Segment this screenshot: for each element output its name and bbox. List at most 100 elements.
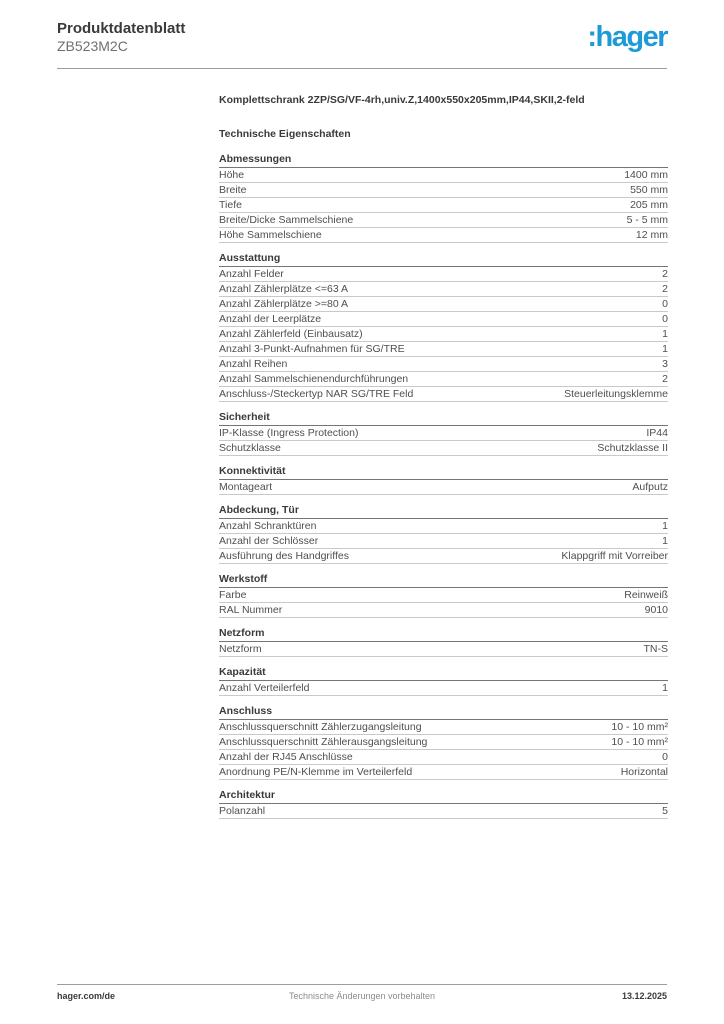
property-value: 2 xyxy=(662,282,668,295)
footer-notice: Technische Änderungen vorbehalten xyxy=(288,991,436,1001)
property-row: Anzahl der Leerplätze 0 xyxy=(219,312,668,327)
hager-logo: :hager xyxy=(587,21,668,53)
property-row: Breite/Dicke Sammelschiene 5 - 5 mm xyxy=(219,213,668,228)
property-row: Höhe Sammelschiene 12 mm xyxy=(219,228,668,243)
section-title: Anschluss xyxy=(219,706,668,720)
section-title: Konnektivität xyxy=(219,466,668,480)
property-label: Ausführung des Handgriffes xyxy=(219,549,349,562)
property-label: Anschlussquerschnitt Zählerausgangsleitu… xyxy=(219,735,428,748)
property-row: IP-Klasse (Ingress Protection) IP44 xyxy=(219,426,668,441)
property-row: Anzahl Felder 2 xyxy=(219,267,668,282)
property-label: Polanzahl xyxy=(219,804,266,817)
property-section: Sicherheit IP-Klasse (Ingress Protection)… xyxy=(219,412,668,456)
property-value: 1 xyxy=(662,534,668,547)
property-value: 2 xyxy=(662,372,668,385)
property-value: IP44 xyxy=(646,426,668,439)
property-row: Tiefe 205 mm xyxy=(219,198,668,213)
property-label: Netzform xyxy=(219,642,262,655)
property-label: Anordnung PE/N-Klemme im Verteilerfeld xyxy=(219,765,413,778)
property-value: 1 xyxy=(662,342,668,355)
property-label: Tiefe xyxy=(219,198,242,211)
property-label: Höhe Sammelschiene xyxy=(219,228,322,241)
property-value: 1 xyxy=(662,327,668,340)
section-title: Ausstattung xyxy=(219,253,668,267)
property-value: 550 mm xyxy=(630,183,668,196)
property-row: Anzahl Verteilerfeld 1 xyxy=(219,681,668,696)
section-title: Kapazität xyxy=(219,667,668,681)
footer-date: 13.12.2025 xyxy=(621,991,667,1001)
property-row: Anzahl Sammelschienendurchführungen 2 xyxy=(219,372,668,387)
property-section: Architektur Polanzahl 5 xyxy=(219,790,668,819)
section-title: Werkstoff xyxy=(219,574,668,588)
property-row: Netzform TN-S xyxy=(219,642,668,657)
property-label: Höhe xyxy=(219,168,245,181)
property-value: Reinweiß xyxy=(624,588,668,601)
property-label: Breite xyxy=(219,183,247,196)
document-title: Produktdatenblatt xyxy=(57,20,186,37)
property-row: Anzahl Zählerplätze >=80 A 0 xyxy=(219,297,668,312)
property-section: Werkstoff Farbe Reinweiß RAL Nummer 9010 xyxy=(219,574,668,618)
property-value: 2 xyxy=(662,267,668,280)
content-column: Komplettschrank 2ZP/SG/VF-4rh,univ.Z,140… xyxy=(219,94,668,819)
property-row: Anschluss-/Steckertyp NAR SG/TRE Feld Ste… xyxy=(219,387,668,402)
sections-container: Abmessungen Höhe 1400 mm Breite 550 mm Tiefe 2… xyxy=(219,154,668,819)
document-header: Produktdatenblatt ZB523M2C :hager xyxy=(57,20,668,68)
property-section: Abmessungen Höhe 1400 mm Breite 550 mm Tiefe 2… xyxy=(219,154,668,243)
property-label: Anzahl Zählerplätze >=80 A xyxy=(219,297,349,310)
property-label: RAL Nummer xyxy=(219,603,283,616)
property-value: 0 xyxy=(662,750,668,763)
property-section: Netzform Netzform TN-S xyxy=(219,628,668,657)
property-value: Horizontal xyxy=(620,765,668,778)
property-label: Anzahl Sammelschienendurchführungen xyxy=(219,372,409,385)
property-section: Konnektivität Montageart Aufputz xyxy=(219,466,668,495)
property-label: Anzahl Felder xyxy=(219,267,284,280)
property-row: Montageart Aufputz xyxy=(219,480,668,495)
property-value: 1 xyxy=(662,681,668,694)
property-row: Anschlussquerschnitt Zählerausgangsleitu… xyxy=(219,735,668,750)
property-label: Anschlussquerschnitt Zählerzugangsleitun… xyxy=(219,720,422,733)
footer-website-link[interactable]: hager.com/de xyxy=(57,991,116,1001)
property-row: Anzahl Reihen 3 xyxy=(219,357,668,372)
property-row: Anzahl Schranktüren 1 xyxy=(219,519,668,534)
property-value: 1 xyxy=(662,519,668,532)
property-label: Anzahl Verteilerfeld xyxy=(219,681,310,694)
property-label: Anzahl 3-Punkt-Aufnahmen für SG/TRE xyxy=(219,342,405,355)
property-label: Anzahl Reihen xyxy=(219,357,288,370)
product-reference: ZB523M2C xyxy=(57,38,128,54)
property-row: Anordnung PE/N-Klemme im Verteilerfeld Ho… xyxy=(219,765,668,780)
property-label: Montageart xyxy=(219,480,273,493)
property-row: Anzahl Zählerplätze <=63 A 2 xyxy=(219,282,668,297)
property-row: Höhe 1400 mm xyxy=(219,168,668,183)
property-row: Anzahl der RJ45 Anschlüsse 0 xyxy=(219,750,668,765)
property-value: Schutzklasse II xyxy=(597,441,668,454)
section-title: Abmessungen xyxy=(219,154,668,168)
property-row: Polanzahl 5 xyxy=(219,804,668,819)
property-label: IP-Klasse (Ingress Protection) xyxy=(219,426,359,439)
section-heading-technical-properties: Technische Eigenschaften xyxy=(219,128,351,140)
property-value: 1400 mm xyxy=(624,168,668,181)
property-row: Breite 550 mm xyxy=(219,183,668,198)
property-label: Anzahl der RJ45 Anschlüsse xyxy=(219,750,353,763)
property-value: 10 - 10 mm² xyxy=(611,720,668,733)
property-value: 5 - 5 mm xyxy=(626,213,668,226)
property-section: Anschluss Anschlussquerschnitt Zählerzuga… xyxy=(219,706,668,780)
property-row: Anzahl 3-Punkt-Aufnahmen für SG/TRE 1 xyxy=(219,342,668,357)
property-value: 205 mm xyxy=(630,198,668,211)
property-value: 5 xyxy=(662,804,668,817)
property-value: Klappgriff mit Vorreiber xyxy=(561,549,668,562)
property-value: 12 mm xyxy=(635,228,668,241)
property-section: Abdeckung, Tür Anzahl Schranktüren 1 Anzahl… xyxy=(219,505,668,564)
property-value: 10 - 10 mm² xyxy=(611,735,668,748)
property-value: TN-S xyxy=(643,642,669,655)
property-value: 3 xyxy=(662,357,668,370)
property-value: 0 xyxy=(662,297,668,310)
property-row: Anzahl Zählerfeld (Einbausatz) 1 xyxy=(219,327,668,342)
property-row: Anschlussquerschnitt Zählerzugangsleitun… xyxy=(219,720,668,735)
section-title: Sicherheit xyxy=(219,412,668,426)
property-label: Schutzklasse xyxy=(219,441,281,454)
section-title: Netzform xyxy=(219,628,668,642)
property-label: Anschluss-/Steckertyp NAR SG/TRE Feld xyxy=(219,387,414,400)
property-value: Steuerleitungsklemme xyxy=(564,387,668,400)
section-title: Architektur xyxy=(219,790,668,804)
section-title: Abdeckung, Tür xyxy=(219,505,668,519)
